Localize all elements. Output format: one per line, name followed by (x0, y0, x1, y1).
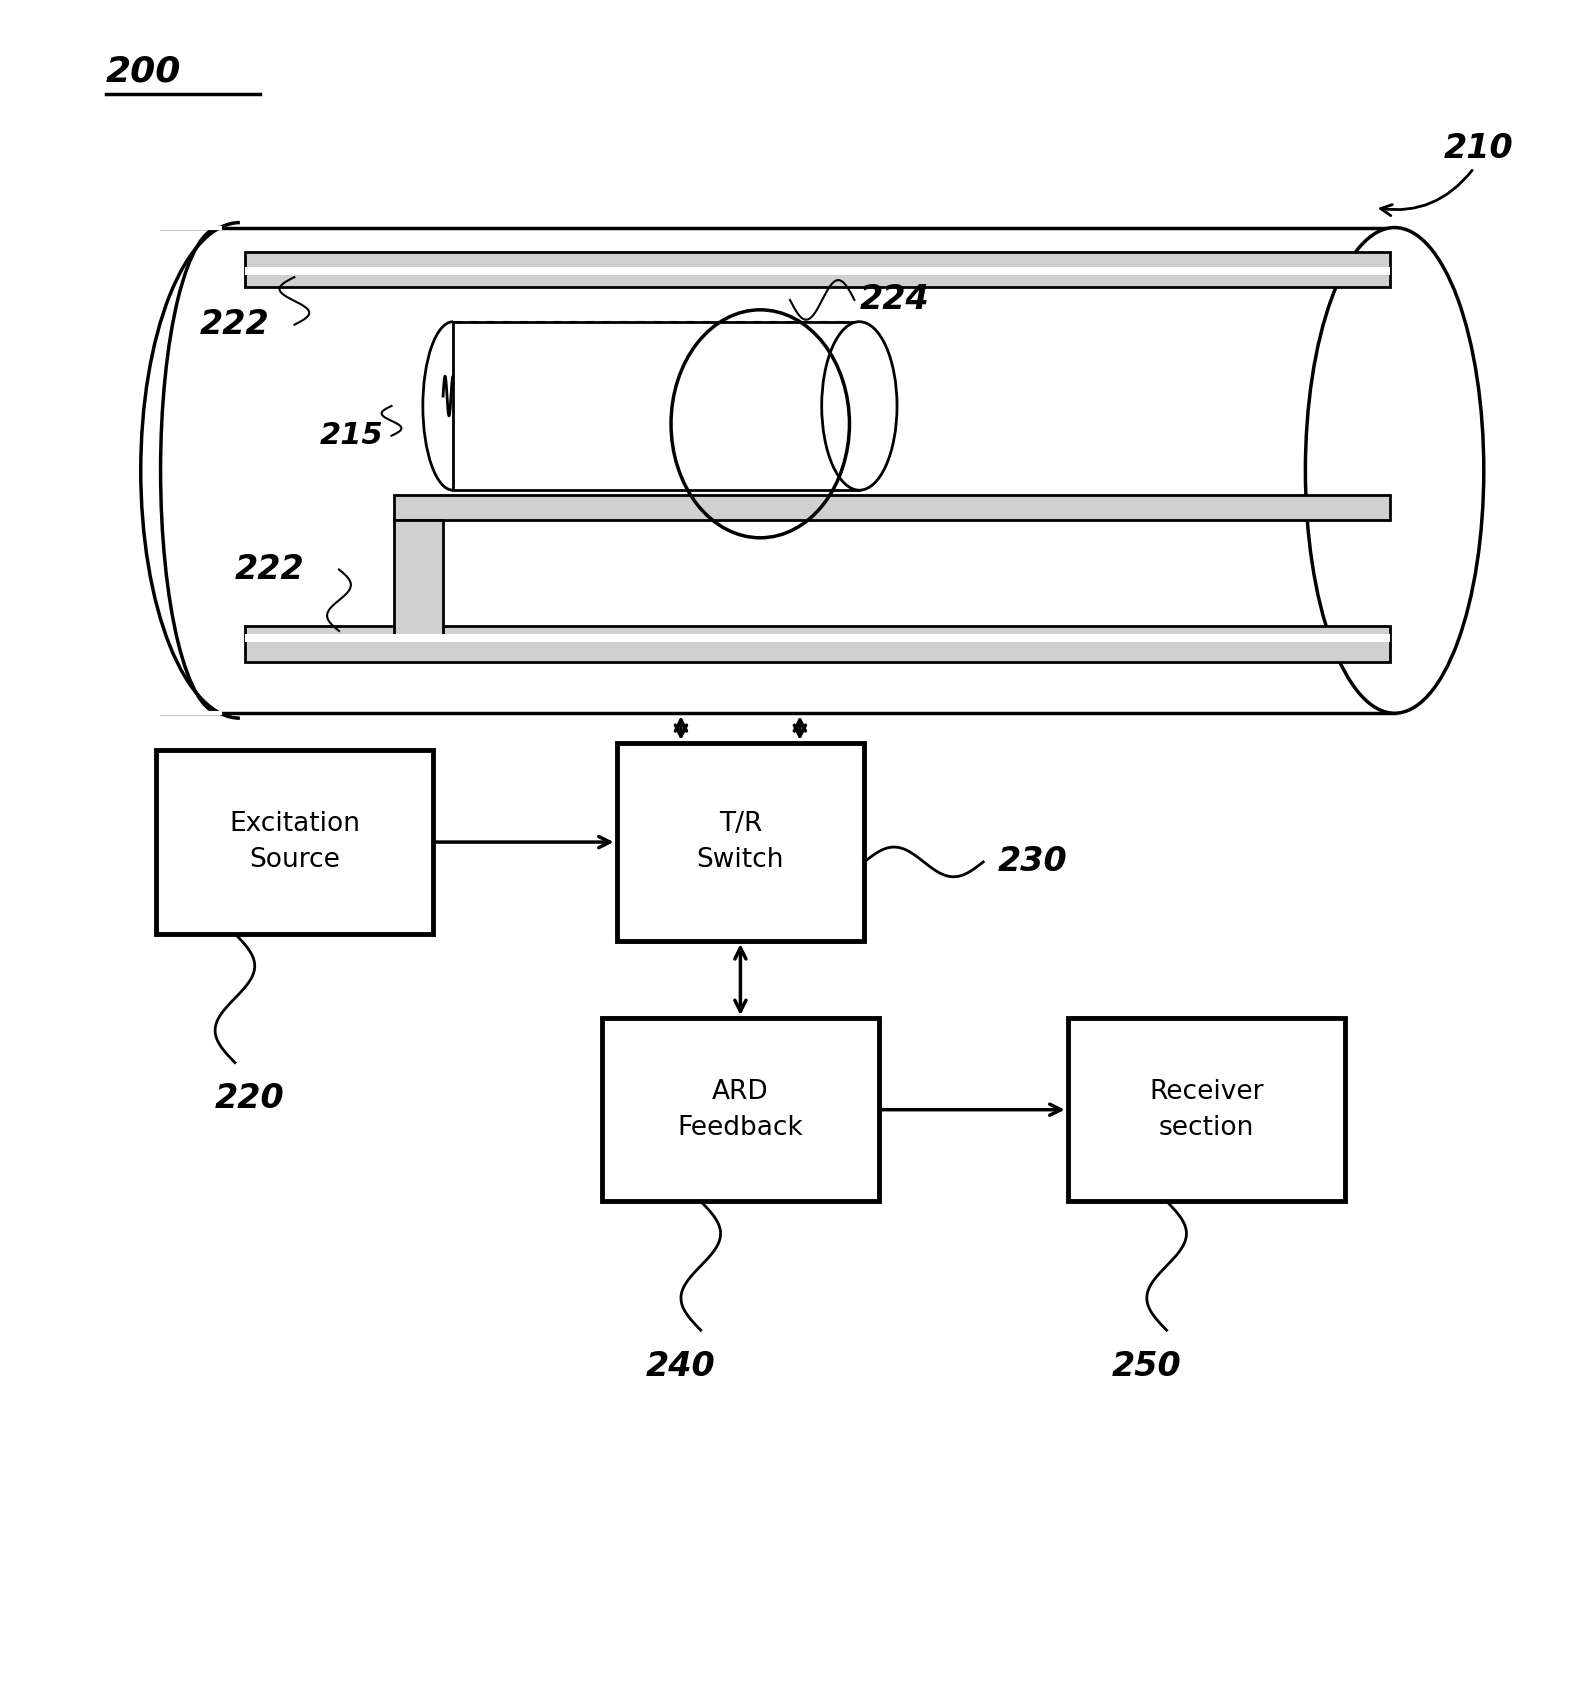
Bar (246, 626, 1390, 662)
Text: ARD
Feedback: ARD Feedback (677, 1079, 803, 1140)
Text: 215: 215 (320, 420, 384, 451)
Text: 210: 210 (1445, 131, 1514, 165)
Text: 222: 222 (235, 553, 305, 585)
Bar (246, 633, 1390, 642)
Bar (453, 322, 859, 490)
Text: 230: 230 (998, 846, 1067, 878)
Text: 222: 222 (200, 308, 271, 340)
Bar (617, 744, 864, 941)
Text: 250: 250 (1111, 1350, 1182, 1384)
Bar (246, 267, 1390, 276)
Text: Excitation
Source: Excitation Source (228, 812, 360, 873)
Text: Receiver
section: Receiver section (1149, 1079, 1264, 1140)
Bar (156, 751, 433, 934)
Ellipse shape (1305, 228, 1484, 713)
Bar (246, 252, 1390, 288)
Text: 220: 220 (216, 1082, 285, 1115)
Text: 200: 200 (105, 54, 181, 89)
Ellipse shape (822, 322, 897, 490)
Text: 224: 224 (859, 284, 929, 317)
Bar (1067, 1018, 1346, 1202)
Bar (601, 1018, 880, 1202)
Bar (394, 495, 1390, 519)
Text: 240: 240 (645, 1350, 716, 1384)
Bar (394, 519, 442, 638)
Text: T/R
Switch: T/R Switch (697, 812, 784, 873)
